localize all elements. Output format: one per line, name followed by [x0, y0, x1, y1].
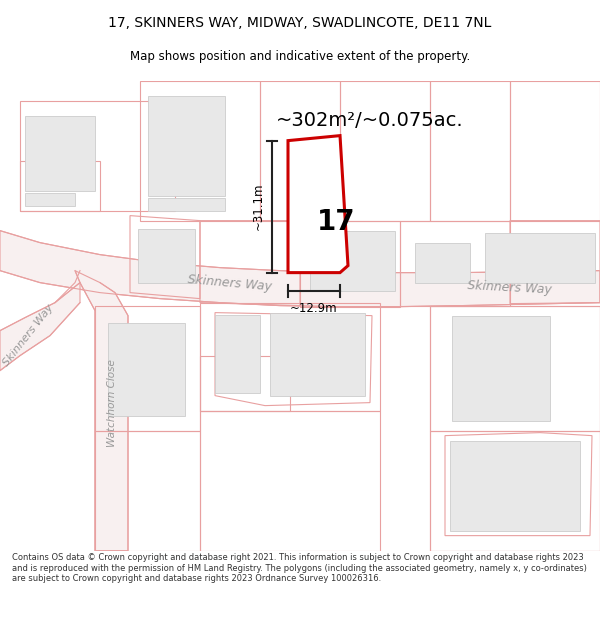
- Polygon shape: [485, 232, 595, 282]
- Polygon shape: [270, 312, 365, 396]
- Text: Contains OS data © Crown copyright and database right 2021. This information is : Contains OS data © Crown copyright and d…: [12, 553, 587, 583]
- Text: Map shows position and indicative extent of the property.: Map shows position and indicative extent…: [130, 50, 470, 62]
- Polygon shape: [310, 231, 395, 291]
- Text: ~31.1m: ~31.1m: [251, 183, 265, 231]
- Polygon shape: [25, 116, 95, 191]
- Text: Skinners Way: Skinners Way: [467, 279, 553, 296]
- Text: Skinners Way: Skinners Way: [1, 303, 55, 368]
- Polygon shape: [25, 192, 75, 206]
- Polygon shape: [288, 136, 348, 272]
- Polygon shape: [75, 271, 128, 551]
- Polygon shape: [148, 96, 225, 196]
- Polygon shape: [108, 322, 185, 416]
- Polygon shape: [450, 441, 580, 531]
- Text: 17: 17: [316, 208, 355, 236]
- Polygon shape: [148, 198, 225, 211]
- Text: Skinners Way: Skinners Way: [187, 274, 272, 294]
- Polygon shape: [452, 316, 550, 421]
- Text: Watchhorn Close: Watchhorn Close: [107, 359, 117, 446]
- Polygon shape: [0, 282, 80, 371]
- Polygon shape: [215, 314, 260, 392]
- Polygon shape: [0, 231, 600, 307]
- Polygon shape: [415, 242, 470, 282]
- Text: ~302m²/~0.075ac.: ~302m²/~0.075ac.: [276, 111, 464, 130]
- Text: ~12.9m: ~12.9m: [290, 302, 338, 315]
- Text: 17, SKINNERS WAY, MIDWAY, SWADLINCOTE, DE11 7NL: 17, SKINNERS WAY, MIDWAY, SWADLINCOTE, D…: [109, 16, 491, 31]
- Polygon shape: [138, 229, 195, 282]
